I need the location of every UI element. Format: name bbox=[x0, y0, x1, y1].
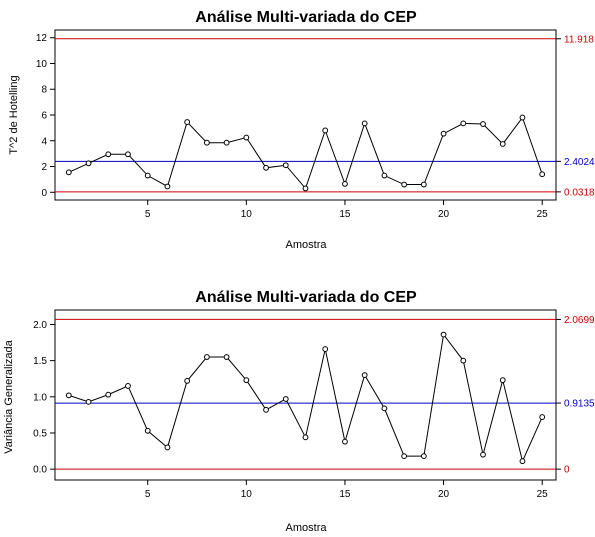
data-point bbox=[85, 160, 92, 167]
chart-title: Análise Multi-variada do CEP bbox=[195, 9, 417, 26]
data-point bbox=[203, 354, 210, 360]
control-limits: 2.0699 0.9135 0 bbox=[55, 315, 595, 476]
data-point bbox=[184, 377, 191, 384]
data-point bbox=[480, 451, 486, 458]
x-tick-label: 20 bbox=[438, 489, 450, 500]
data-point bbox=[539, 414, 546, 420]
data-series bbox=[65, 331, 546, 465]
data-point bbox=[342, 181, 348, 187]
x-tick-label: 25 bbox=[537, 489, 549, 500]
data-point bbox=[282, 162, 289, 169]
y-tick-label: 0.0 bbox=[33, 465, 47, 476]
control-limit-label: 2.0699 bbox=[564, 315, 595, 326]
data-point bbox=[381, 405, 388, 412]
y-tick-label: 0 bbox=[41, 188, 47, 199]
y-tick-label: 4 bbox=[41, 136, 47, 147]
plot-frame bbox=[54, 29, 557, 201]
y-tick-label: 0.5 bbox=[33, 428, 47, 439]
data-point bbox=[243, 134, 250, 141]
data-point bbox=[65, 392, 72, 399]
x-tick-label: 20 bbox=[438, 209, 450, 220]
y-tick-label: 12 bbox=[36, 33, 48, 44]
x-tick-label: 10 bbox=[241, 489, 253, 500]
y-axis-label: T^2 de Hotelling bbox=[8, 75, 20, 154]
y-axis: 0 2 4 6 8 10 12 bbox=[36, 33, 55, 199]
y-tick-label: 8 bbox=[41, 85, 47, 96]
y-axis-label: Variância Generalizada bbox=[3, 339, 15, 453]
x-axis-label: Amostra bbox=[286, 239, 328, 251]
x-axis-label: Amostra bbox=[286, 522, 328, 534]
data-point bbox=[480, 121, 486, 127]
generalized-variance-chart: Análise Multi-variada do CEP Amostra Var… bbox=[3, 289, 595, 534]
hotelling-t2-chart: Análise Multi-variada do CEP Amostra T^2… bbox=[8, 9, 595, 251]
data-point bbox=[243, 377, 250, 384]
data-point bbox=[361, 120, 368, 127]
y-tick-label: 2.0 bbox=[33, 320, 47, 331]
data-point bbox=[144, 172, 151, 179]
x-axis: 5 10 15 20 25 bbox=[145, 200, 548, 220]
control-limit-label: 0.9135 bbox=[564, 399, 595, 410]
data-point bbox=[184, 119, 191, 125]
data-point bbox=[460, 357, 467, 364]
x-tick-label: 25 bbox=[537, 209, 549, 220]
chart-title: Análise Multi-variada do CEP bbox=[195, 289, 417, 306]
data-point bbox=[125, 151, 131, 158]
control-limit-label: 0 bbox=[564, 465, 570, 476]
y-tick-label: 6 bbox=[41, 111, 47, 122]
data-point bbox=[342, 438, 348, 445]
x-tick-label: 5 bbox=[145, 489, 151, 500]
data-point bbox=[164, 444, 171, 451]
data-point bbox=[125, 383, 131, 389]
data-point bbox=[440, 130, 447, 137]
data-point bbox=[282, 396, 289, 402]
series-line bbox=[68, 333, 543, 463]
y-tick-label: 1.0 bbox=[33, 392, 47, 403]
y-tick-label: 10 bbox=[36, 59, 48, 70]
data-point bbox=[401, 181, 408, 188]
control-limit-label: 0.0318 bbox=[564, 187, 595, 198]
plot-frame bbox=[54, 309, 557, 481]
data-point bbox=[322, 346, 329, 352]
x-tick-label: 15 bbox=[339, 209, 351, 220]
data-series bbox=[65, 114, 546, 192]
data-point bbox=[65, 169, 72, 176]
data-point bbox=[499, 141, 506, 147]
data-point bbox=[420, 181, 427, 188]
control-limit-label: 2.4024 bbox=[564, 157, 595, 168]
data-point bbox=[203, 139, 210, 146]
y-axis: 0.0 0.5 1.0 1.5 2.0 bbox=[33, 320, 55, 476]
data-point bbox=[302, 185, 309, 192]
y-tick-label: 1.5 bbox=[33, 356, 47, 367]
data-point bbox=[420, 453, 427, 460]
x-tick-label: 5 bbox=[145, 209, 151, 220]
x-axis: 5 10 15 20 25 bbox=[145, 480, 548, 500]
data-point bbox=[105, 391, 112, 398]
data-point bbox=[302, 434, 309, 441]
data-point bbox=[381, 172, 388, 179]
data-point bbox=[519, 458, 526, 465]
data-point bbox=[164, 183, 171, 190]
x-tick-label: 10 bbox=[241, 209, 253, 220]
control-limits: 11.918 2.4024 0.0318 bbox=[55, 34, 595, 198]
data-point bbox=[105, 151, 112, 158]
data-point bbox=[263, 164, 269, 171]
series-line bbox=[68, 116, 543, 190]
data-point bbox=[263, 406, 269, 413]
data-point bbox=[322, 127, 329, 134]
data-point bbox=[460, 120, 467, 127]
control-limit-label: 11.918 bbox=[564, 34, 594, 45]
data-point bbox=[499, 377, 506, 384]
data-point bbox=[519, 114, 526, 121]
y-tick-label: 2 bbox=[41, 162, 47, 173]
data-point bbox=[223, 354, 230, 360]
data-point bbox=[440, 331, 447, 338]
data-point bbox=[223, 139, 230, 146]
data-point bbox=[361, 372, 368, 379]
data-point bbox=[539, 171, 546, 178]
data-point bbox=[85, 398, 92, 405]
x-tick-label: 15 bbox=[339, 489, 351, 500]
data-point bbox=[144, 427, 151, 434]
data-point bbox=[401, 453, 408, 460]
